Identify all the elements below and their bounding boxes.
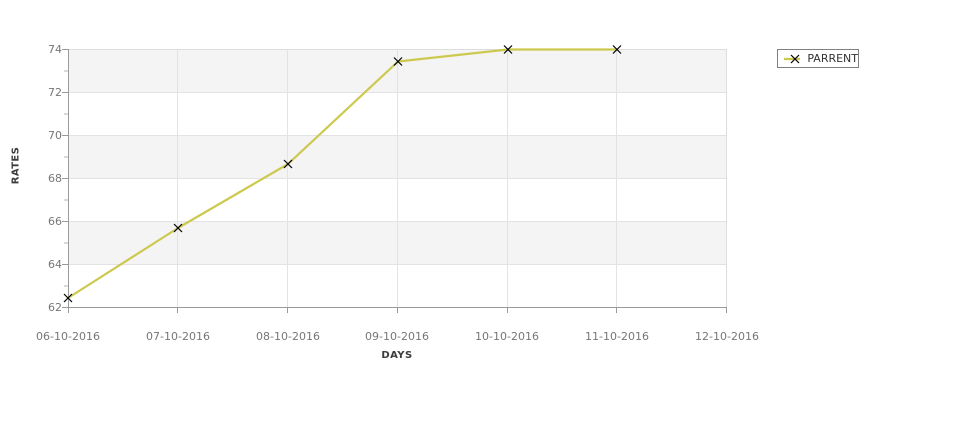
x-axis-title: DAYS [381, 350, 413, 361]
x-tick-label: 06-10-2016 [36, 330, 100, 343]
x-tick-label: 10-10-2016 [475, 330, 539, 343]
x-tick-label: 07-10-2016 [146, 330, 210, 343]
x-tick-label: 11-10-2016 [585, 330, 649, 343]
y-tick-label: 64 [48, 258, 62, 271]
y-tick-label: 62 [48, 301, 62, 314]
x-major-ticks [68, 307, 727, 313]
x-tick-label: 08-10-2016 [256, 330, 320, 343]
y-tick-label: 72 [48, 86, 62, 99]
y-tick-label: 68 [48, 172, 62, 185]
x-marker-icon [790, 54, 800, 63]
y-minor-ticks [64, 70, 68, 287]
series-line-parrent [66, 48, 619, 300]
legend-swatch-parrent [784, 54, 801, 63]
series-markers-parrent [63, 45, 622, 303]
x-tick-label: 09-10-2016 [365, 330, 429, 343]
legend-item-label: PARRENT [807, 52, 858, 65]
y-tick-label: 66 [48, 215, 62, 228]
chart-legend[interactable]: PARRENT [777, 49, 859, 68]
y-major-ticks [62, 49, 68, 308]
y-tick-label: 74 [48, 43, 62, 56]
y-tick-label: 70 [48, 129, 62, 142]
x-tick-label: 12-10-2016 [695, 330, 759, 343]
